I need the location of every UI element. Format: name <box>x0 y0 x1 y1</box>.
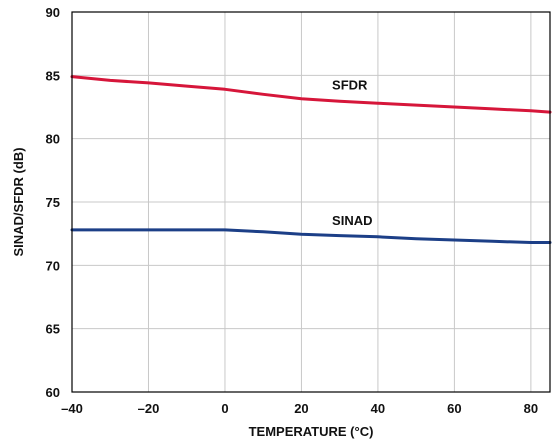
x-tick-label: –20 <box>138 401 160 416</box>
y-tick-label: 85 <box>46 68 60 83</box>
plot-frame <box>71 11 551 393</box>
series-annotations: SFDR SINAD <box>332 77 372 228</box>
series-line-sfdr <box>70 75 552 114</box>
series-line-sinad <box>70 228 552 244</box>
x-tick-label: –40 <box>61 401 83 416</box>
y-tick-label: 80 <box>46 132 60 147</box>
x-tick-label: 60 <box>447 401 461 416</box>
y-tick-label: 75 <box>46 195 60 210</box>
x-tick-label: 0 <box>221 401 228 416</box>
series-lines <box>70 75 552 244</box>
y-tick-label: 70 <box>46 258 60 273</box>
y-tick-labels: 60 65 70 75 80 85 90 <box>46 5 60 400</box>
series-annotation-sfdr: SFDR <box>332 77 368 92</box>
x-tick-label: 80 <box>524 401 538 416</box>
x-tick-label: 20 <box>294 401 308 416</box>
x-tick-label: 40 <box>371 401 385 416</box>
x-axis-label: TEMPERATURE (°C) <box>249 424 374 439</box>
y-tick-label: 90 <box>46 5 60 20</box>
y-tick-label: 60 <box>46 385 60 400</box>
y-axis-label: SINAD/SFDR (dB) <box>11 147 26 256</box>
series-annotation-sinad: SINAD <box>332 213 372 228</box>
grid-lines <box>71 11 550 393</box>
x-tick-labels: –40 –20 0 20 40 60 80 <box>61 401 538 416</box>
y-tick-label: 65 <box>46 322 60 337</box>
